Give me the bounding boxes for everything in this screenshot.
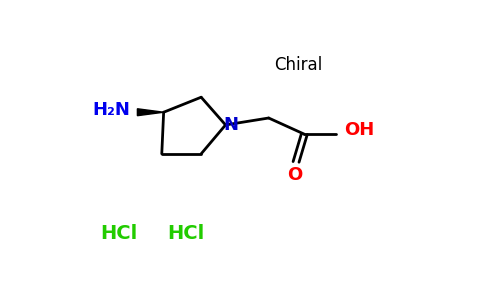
Text: H₂N: H₂N <box>92 101 130 119</box>
Text: HCl: HCl <box>100 224 137 243</box>
Text: OH: OH <box>344 121 374 139</box>
Polygon shape <box>137 109 164 116</box>
Text: Chiral: Chiral <box>274 56 323 74</box>
Text: N: N <box>224 116 239 134</box>
Text: HCl: HCl <box>167 224 205 243</box>
Text: O: O <box>287 166 302 184</box>
